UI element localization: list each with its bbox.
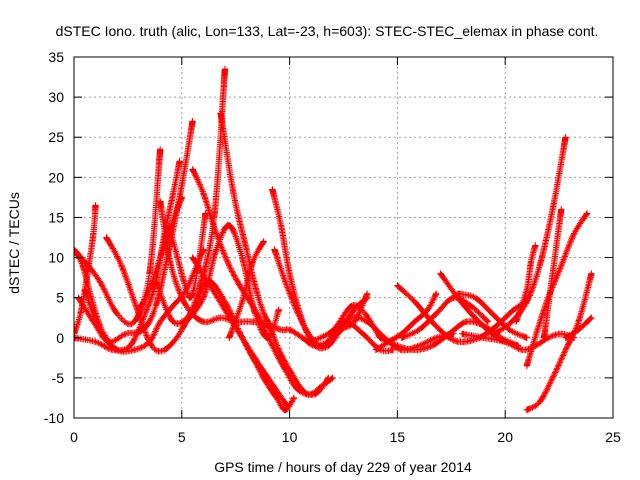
x-tick-label-4: 20 bbox=[497, 429, 513, 445]
chart-title: dSTEC Iono. truth (alic, Lon=133, Lat=-2… bbox=[56, 23, 599, 39]
y-tick-label-2: 0 bbox=[56, 330, 64, 346]
series-sat-ab bbox=[523, 270, 595, 414]
series-sat-ae bbox=[74, 246, 112, 345]
plot-frame bbox=[73, 56, 614, 419]
y-tick-label-8: 30 bbox=[48, 89, 64, 105]
series-sat-z bbox=[512, 242, 539, 325]
y-tick-label-7: 25 bbox=[48, 129, 64, 145]
series-sat-ac bbox=[540, 206, 565, 341]
x-tick-label-5: 25 bbox=[605, 429, 621, 445]
series-sat-y bbox=[491, 134, 569, 337]
x-tick-label-3: 15 bbox=[390, 429, 406, 445]
y-tick-label-9: 35 bbox=[48, 49, 64, 65]
series-sat-ad bbox=[562, 314, 595, 341]
y-tick-label-3: 5 bbox=[56, 290, 64, 306]
grid-lines bbox=[74, 57, 613, 418]
y-axis-label: dSTEC / TECUs bbox=[6, 192, 22, 294]
y-tick-label-5: 15 bbox=[48, 209, 64, 225]
series-sat-ag bbox=[165, 210, 209, 301]
series-sat-m bbox=[226, 238, 267, 341]
axis-ticks: 0 5 10 15 20 25 -10 -5 0 5 10 15 20 25 30 35 bbox=[44, 49, 621, 445]
x-tick-label-2: 10 bbox=[282, 429, 298, 445]
y-tick-label-1: -5 bbox=[52, 370, 65, 386]
data-layer bbox=[74, 65, 595, 414]
series-sat-w bbox=[454, 290, 530, 341]
y-tick-label-6: 20 bbox=[48, 169, 64, 185]
x-tick-label-1: 5 bbox=[178, 429, 186, 445]
x-tick-label-0: 0 bbox=[70, 429, 78, 445]
y-tick-label-0: -10 bbox=[44, 410, 64, 426]
series-sat-x bbox=[458, 330, 578, 354]
series-sat-af bbox=[135, 194, 185, 313]
x-axis-label: GPS time / hours of day 229 of year 2014 bbox=[214, 459, 472, 475]
y-tick-label-4: 10 bbox=[48, 250, 64, 266]
